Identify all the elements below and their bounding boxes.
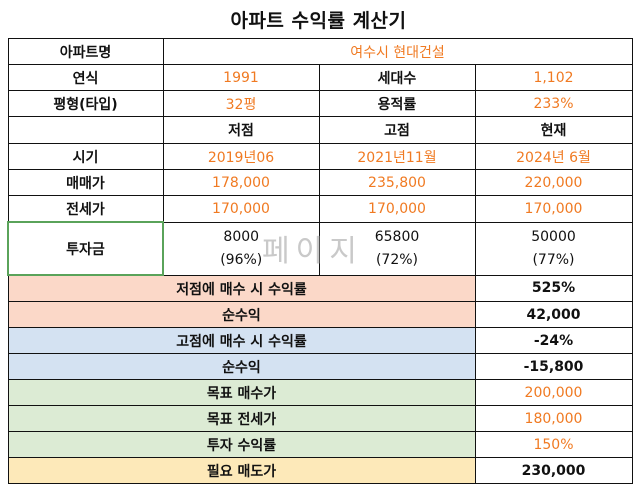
low-return-value[interactable]: 525% bbox=[474, 274, 633, 302]
sale-price-low[interactable]: 178,000 bbox=[162, 169, 320, 196]
required-sell-value[interactable]: 230,000 bbox=[474, 457, 633, 484]
investment-label[interactable]: 투자금 bbox=[7, 221, 164, 276]
table-row: 전세가 170,000 170,000 170,000 bbox=[7, 195, 633, 223]
table-row: 투자금 8000 (96%) 65800 (72%) 50000 (77%) bbox=[7, 221, 633, 276]
low-profit-label[interactable]: 순수익 bbox=[7, 301, 476, 328]
apartment-name-value[interactable]: 여수시 현대건설 bbox=[162, 38, 633, 65]
sale-price-high[interactable]: 235,800 bbox=[318, 169, 476, 196]
table-row: 목표 전세가 180,000 bbox=[7, 405, 633, 432]
required-sell-label[interactable]: 필요 매도가 bbox=[7, 457, 476, 484]
header-now[interactable]: 현재 bbox=[474, 116, 633, 144]
table-row: 매매가 178,000 235,800 220,000 bbox=[7, 169, 633, 196]
high-return-value[interactable]: -24% bbox=[474, 327, 633, 354]
investment-now[interactable]: 50000 (77%) bbox=[474, 221, 633, 276]
investment-return-value[interactable]: 150% bbox=[474, 431, 633, 458]
table-row: 순수익 -15,800 bbox=[7, 353, 633, 380]
investment-low-amount: 8000 bbox=[223, 228, 260, 245]
households-value[interactable]: 1,102 bbox=[474, 64, 633, 91]
jeonse-price-low[interactable]: 170,000 bbox=[162, 195, 320, 223]
low-return-label[interactable]: 저점에 매수 시 수익률 bbox=[7, 274, 476, 302]
table-row: 아파트명 여수시 현대건설 bbox=[7, 38, 633, 65]
investment-high-percent: (72%) bbox=[375, 251, 419, 268]
target-buy-value[interactable]: 200,000 bbox=[474, 379, 633, 406]
size-value[interactable]: 32평 bbox=[162, 90, 320, 117]
target-jeonse-label[interactable]: 목표 전세가 bbox=[7, 405, 476, 432]
far-label[interactable]: 용적률 bbox=[318, 90, 476, 117]
investment-low-percent: (96%) bbox=[220, 251, 263, 268]
jeonse-price-now[interactable]: 170,000 bbox=[474, 195, 633, 223]
table-row: 고점에 매수 시 수익률 -24% bbox=[7, 327, 633, 354]
period-high[interactable]: 2021년11월 bbox=[318, 143, 476, 170]
table-row: 연식 1991 세대수 1,102 bbox=[7, 64, 633, 91]
year-value[interactable]: 1991 bbox=[162, 64, 320, 91]
jeonse-price-high[interactable]: 170,000 bbox=[318, 195, 476, 223]
households-label[interactable]: 세대수 bbox=[318, 64, 476, 91]
investment-now-amount: 50000 bbox=[531, 228, 576, 245]
target-jeonse-value[interactable]: 180,000 bbox=[474, 405, 633, 432]
apartment-name-label[interactable]: 아파트명 bbox=[7, 38, 164, 65]
empty-header-cell[interactable] bbox=[7, 116, 164, 144]
period-now[interactable]: 2024년 6월 bbox=[474, 143, 633, 170]
investment-low[interactable]: 8000 (96%) bbox=[162, 221, 320, 276]
low-profit-value[interactable]: 42,000 bbox=[474, 301, 633, 328]
table-row: 시기 2019년06 2021년11월 2024년 6월 bbox=[7, 143, 633, 170]
header-high[interactable]: 고점 bbox=[318, 116, 476, 144]
page-title: 아파트 수익률 계산기 bbox=[230, 10, 407, 32]
period-low[interactable]: 2019년06 bbox=[162, 143, 320, 170]
jeonse-price-label[interactable]: 전세가 bbox=[7, 195, 164, 223]
table-row: 필요 매도가 230,000 bbox=[7, 457, 633, 484]
high-profit-label[interactable]: 순수익 bbox=[7, 353, 476, 380]
investment-return-label[interactable]: 투자 수익률 bbox=[7, 431, 476, 458]
high-profit-value[interactable]: -15,800 bbox=[474, 353, 633, 380]
table-row: 순수익 42,000 bbox=[7, 301, 633, 328]
sale-price-now[interactable]: 220,000 bbox=[474, 169, 633, 196]
header-low[interactable]: 저점 bbox=[162, 116, 320, 144]
calculator-table: 아파트명 여수시 현대건설 연식 1991 세대수 1,102 평형(타입) 3… bbox=[7, 38, 633, 484]
investment-high[interactable]: 65800 (72%) bbox=[318, 221, 476, 276]
high-return-label[interactable]: 고점에 매수 시 수익률 bbox=[7, 327, 476, 354]
table-row: 목표 매수가 200,000 bbox=[7, 379, 633, 406]
investment-now-percent: (77%) bbox=[532, 251, 575, 268]
year-label[interactable]: 연식 bbox=[7, 64, 164, 91]
table-row: 저점 고점 현재 bbox=[7, 116, 633, 144]
target-buy-label[interactable]: 목표 매수가 bbox=[7, 379, 476, 406]
table-row: 평형(타입) 32평 용적률 233% bbox=[7, 90, 633, 117]
table-row: 저점에 매수 시 수익률 525% bbox=[7, 274, 633, 302]
period-label[interactable]: 시기 bbox=[7, 143, 164, 170]
size-label[interactable]: 평형(타입) bbox=[7, 90, 164, 117]
investment-high-amount: 65800 bbox=[374, 228, 420, 245]
table-row: 투자 수익률 150% bbox=[7, 431, 633, 458]
sale-price-label[interactable]: 매매가 bbox=[7, 169, 164, 196]
far-value[interactable]: 233% bbox=[474, 90, 633, 117]
